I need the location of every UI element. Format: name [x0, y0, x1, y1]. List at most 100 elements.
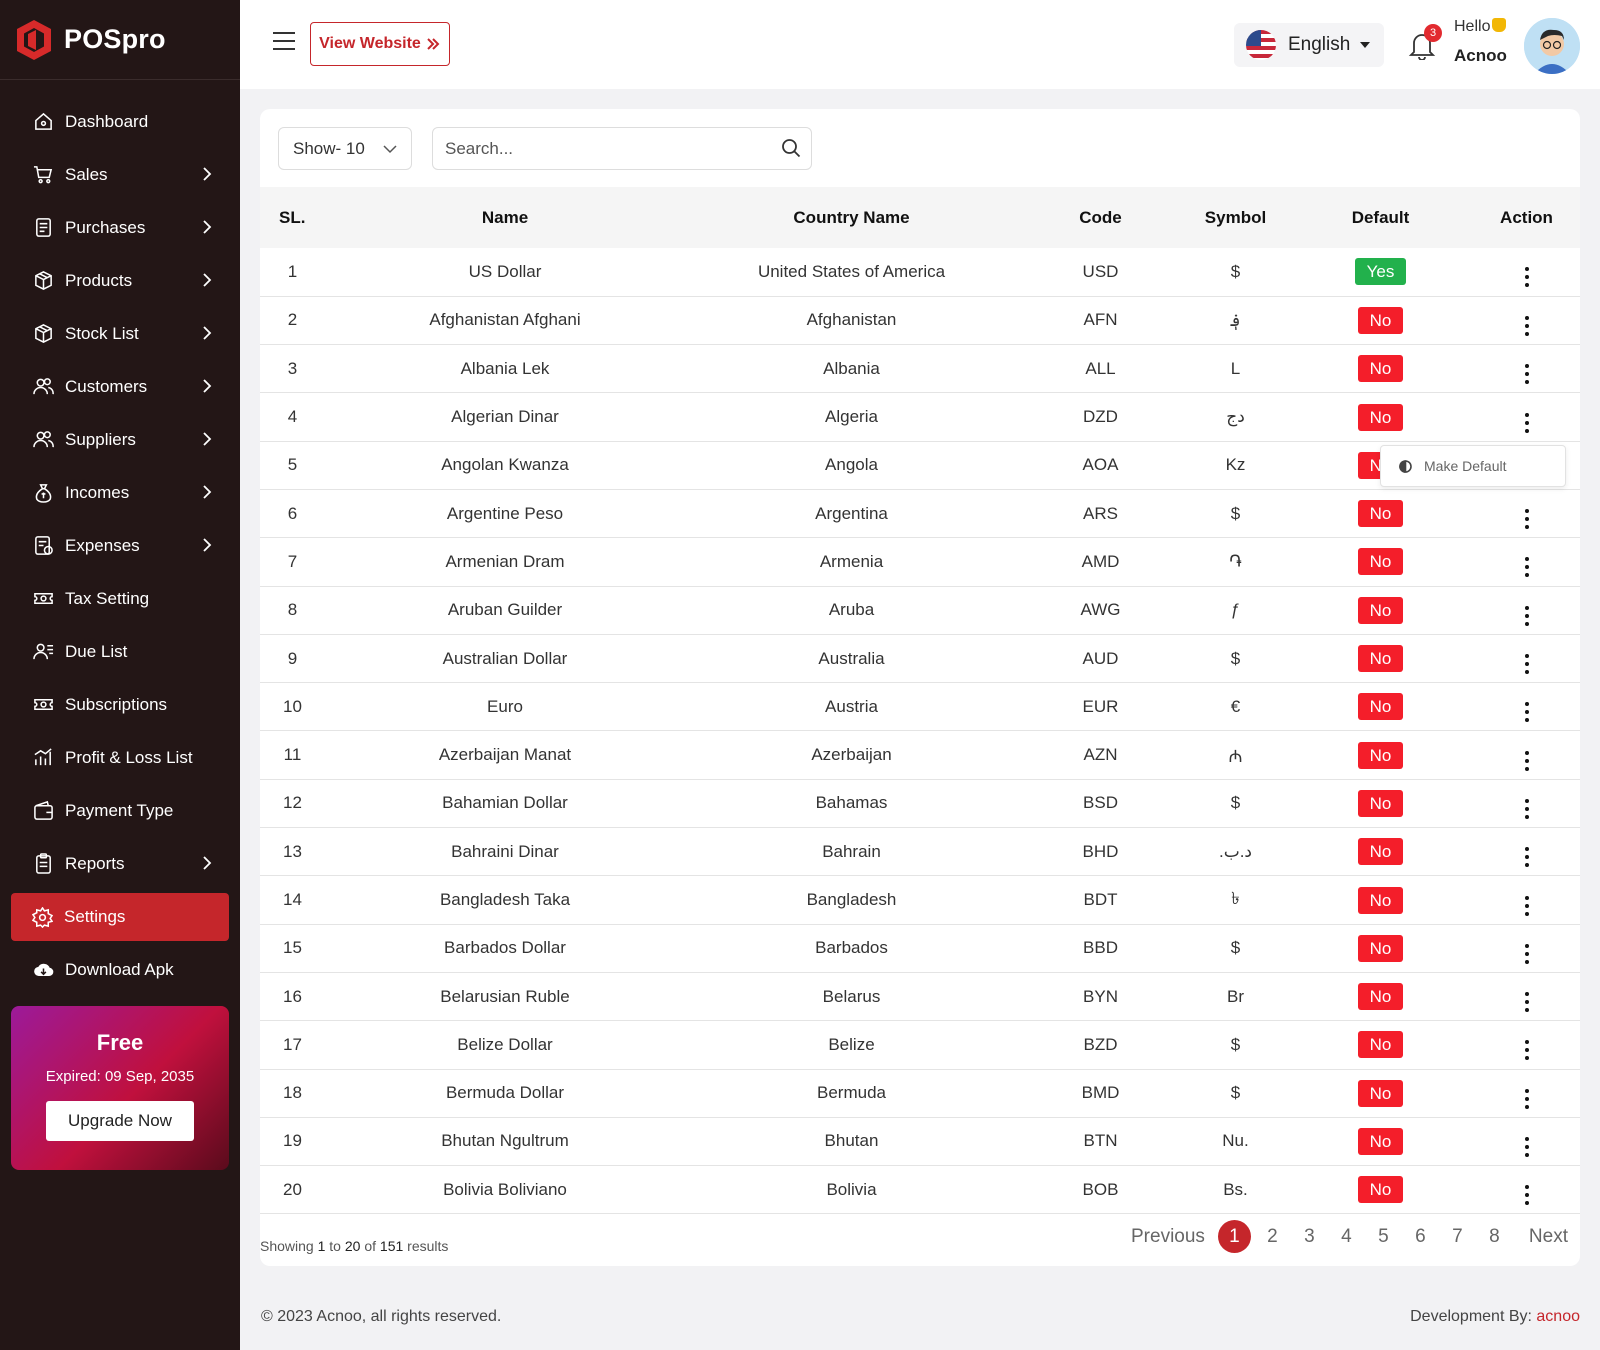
country-name-cell: Afghanistan: [685, 296, 1018, 346]
country-name-cell: Bermuda: [685, 1069, 1018, 1118]
double-chevron-right-icon: [427, 38, 440, 50]
currency-name-cell: Armenian Dram: [325, 537, 685, 587]
default-cell: No: [1288, 392, 1473, 442]
code-cell: AOA: [1018, 441, 1183, 490]
sidebar-item-suppliers[interactable]: Suppliers: [0, 413, 240, 466]
kebab-menu-icon[interactable]: [1524, 847, 1529, 868]
kebab-menu-icon[interactable]: [1524, 412, 1529, 433]
country-name-cell: Belize: [685, 1020, 1018, 1070]
table-row: 6 Argentine Peso Argentina ARS $ No: [260, 489, 1580, 539]
currency-name-cell: Bahamian Dollar: [325, 779, 685, 829]
upgrade-now-button[interactable]: Upgrade Now: [46, 1101, 194, 1141]
developer-link[interactable]: acnoo: [1536, 1308, 1580, 1325]
search-input[interactable]: [433, 128, 753, 169]
country-name-cell: Albania: [685, 344, 1018, 394]
sidebar-item-payment-type[interactable]: Payment Type: [0, 784, 240, 837]
country-name-cell: Argentina: [685, 489, 1018, 539]
symbol-cell: ƒ: [1183, 586, 1288, 635]
currency-name-cell: Bermuda Dollar: [325, 1069, 685, 1118]
currency-name-cell: Albania Lek: [325, 344, 685, 394]
menu-toggle-icon[interactable]: [273, 32, 295, 52]
sl-cell: 4: [260, 392, 325, 442]
page-5-button[interactable]: 5: [1378, 1225, 1389, 1247]
sidebar-item-products[interactable]: Products: [0, 254, 240, 307]
kebab-menu-icon[interactable]: [1524, 1136, 1529, 1157]
kebab-menu-icon[interactable]: [1524, 557, 1529, 578]
sidebar-item-tax-setting[interactable]: Tax Setting: [0, 572, 240, 625]
sidebar-item-subscriptions[interactable]: Subscriptions: [0, 678, 240, 731]
kebab-menu-icon[interactable]: [1524, 315, 1529, 336]
chevron-right-icon: [202, 219, 212, 235]
show-entries-select[interactable]: Show- 10: [278, 127, 412, 170]
kebab-menu-icon[interactable]: [1524, 992, 1529, 1013]
sidebar-item-download-apk[interactable]: Download Apk: [0, 943, 240, 996]
sidebar-item-settings[interactable]: Settings: [11, 893, 229, 941]
chevron-right-icon: [202, 272, 212, 288]
sidebar-item-label: Products: [65, 270, 133, 290]
kebab-menu-icon[interactable]: [1524, 798, 1529, 819]
table-row: 16 Belarusian Ruble Belarus BYN Br No: [260, 972, 1580, 1022]
page-4-button[interactable]: 4: [1341, 1225, 1352, 1247]
summary-of-word: of: [364, 1238, 377, 1254]
kebab-menu-icon[interactable]: [1524, 364, 1529, 385]
sidebar-item-expenses[interactable]: Expenses: [0, 519, 240, 572]
page-2-button[interactable]: 2: [1267, 1225, 1278, 1247]
code-cell: USD: [1018, 248, 1183, 297]
language-selector[interactable]: English: [1234, 23, 1384, 67]
notification-bell[interactable]: 3: [1408, 24, 1442, 64]
kebab-menu-icon[interactable]: [1524, 654, 1529, 675]
cart-icon: [32, 164, 54, 186]
kebab-menu-icon[interactable]: [1524, 605, 1529, 626]
sidebar-item-label: Settings: [64, 907, 126, 926]
action-cell: [1473, 972, 1580, 1022]
sidebar-item-sales[interactable]: Sales: [0, 148, 240, 201]
page-3-button[interactable]: 3: [1304, 1225, 1315, 1247]
sidebar-item-reports[interactable]: Reports: [0, 837, 240, 890]
currency-name-cell: Algerian Dinar: [325, 392, 685, 442]
sidebar-item-customers[interactable]: Customers: [0, 360, 240, 413]
kebab-menu-icon[interactable]: [1524, 750, 1529, 771]
sl-cell: 12: [260, 779, 325, 829]
kebab-menu-icon[interactable]: [1524, 943, 1529, 964]
page-7-button[interactable]: 7: [1452, 1225, 1463, 1247]
users-icon: [32, 376, 54, 398]
chevron-right-icon: [202, 855, 212, 871]
country-name-cell: Algeria: [685, 392, 1018, 442]
sidebar-item-profit-loss-list[interactable]: Profit & Loss List: [0, 731, 240, 784]
summary-from: 1: [317, 1238, 326, 1254]
kebab-menu-icon[interactable]: [1524, 1088, 1529, 1109]
currency-name-cell: Bolivia Boliviano: [325, 1165, 685, 1215]
code-cell: AUD: [1018, 634, 1183, 684]
kebab-menu-icon[interactable]: [1524, 509, 1529, 530]
next-page-button[interactable]: Next: [1528, 1225, 1568, 1247]
page-8-button[interactable]: 8: [1489, 1225, 1500, 1247]
code-cell: BTN: [1018, 1117, 1183, 1167]
search-icon[interactable]: [781, 138, 801, 158]
make-default-option[interactable]: Make Default: [1424, 458, 1507, 474]
country-name-cell: Belarus: [685, 972, 1018, 1022]
sl-cell: 15: [260, 924, 325, 973]
sidebar-item-dashboard[interactable]: Dashboard: [0, 95, 240, 148]
user-avatar[interactable]: [1524, 18, 1580, 74]
sidebar-item-purchases[interactable]: Purchases: [0, 201, 240, 254]
kebab-menu-icon[interactable]: [1524, 267, 1529, 288]
sidebar-item-incomes[interactable]: Incomes: [0, 466, 240, 519]
page-1-button[interactable]: 1: [1217, 1220, 1251, 1253]
kebab-menu-icon[interactable]: [1524, 1185, 1529, 1206]
kebab-menu-icon[interactable]: [1524, 895, 1529, 916]
sidebar-item-due-list[interactable]: Due List: [0, 625, 240, 678]
kebab-menu-icon[interactable]: [1524, 702, 1529, 723]
action-cell: [1473, 586, 1580, 635]
view-website-button[interactable]: View Website: [310, 22, 450, 66]
sl-cell: 10: [260, 682, 325, 732]
brand[interactable]: POSpro: [0, 0, 240, 80]
action-cell: [1473, 1020, 1580, 1070]
kebab-menu-icon[interactable]: [1524, 1040, 1529, 1061]
symbol-cell: $: [1183, 1020, 1288, 1070]
page-6-button[interactable]: 6: [1415, 1225, 1426, 1247]
sl-cell: 5: [260, 441, 325, 490]
sidebar-item-stock-list[interactable]: Stock List: [0, 307, 240, 360]
chevron-right-icon: [202, 484, 212, 500]
previous-page-button[interactable]: Previous: [1131, 1225, 1205, 1247]
show-entries-label: Show- 10: [293, 138, 365, 158]
